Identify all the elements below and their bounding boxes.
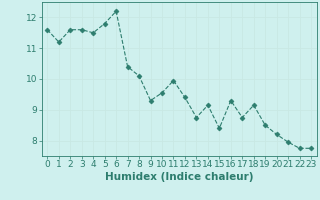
X-axis label: Humidex (Indice chaleur): Humidex (Indice chaleur) bbox=[105, 172, 253, 182]
